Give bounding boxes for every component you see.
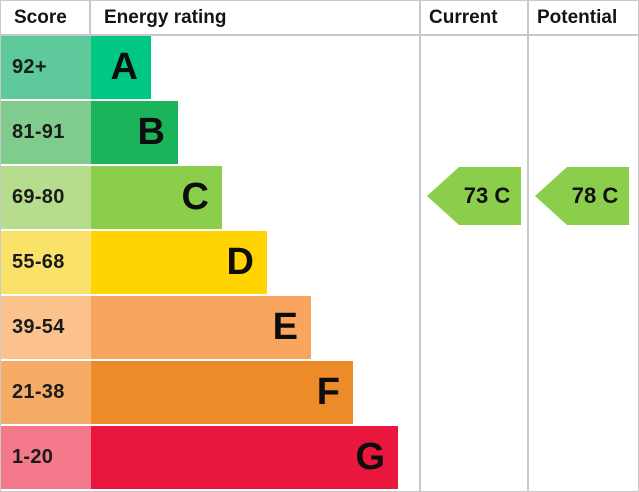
band-score-cell: 21-38 [1,361,91,426]
potential-rating-arrow: 78 C [535,167,629,225]
chart-header: Score Energy rating Current Potential [1,1,638,36]
band-row-d: 55-68 D [1,231,419,296]
header-score: Score [14,6,67,28]
band-row-g: 1-20 G [1,426,419,491]
band-bar: B [91,101,178,164]
band-score-cell: 81-91 [1,101,91,166]
band-bar: A [91,36,151,99]
band-row-e: 39-54 E [1,296,419,361]
header-potential: Potential [537,6,618,28]
band-score-cell: 55-68 [1,231,91,296]
band-score-cell: 69-80 [1,166,91,231]
band-bar: G [91,426,398,489]
band-row-a: 92+ A [1,36,419,101]
divider-potential-column [527,1,529,491]
band-bar: E [91,296,311,359]
header-energy-rating: Energy rating [104,6,227,28]
band-bar: C [91,166,222,229]
divider-current-column [419,1,421,491]
divider-score-rating [89,1,91,36]
band-score-cell: 92+ [1,36,91,101]
band-bar: F [91,361,353,424]
current-rating-arrow: 73 C [427,167,521,225]
rating-bands: 92+ A 81-91 B 69-80 C 55-68 D 39-54 E 21… [1,36,419,491]
band-bar: D [91,231,267,294]
header-current: Current [429,6,498,28]
band-score-cell: 1-20 [1,426,91,491]
band-row-c: 69-80 C [1,166,419,231]
band-row-f: 21-38 F [1,361,419,426]
band-score-cell: 39-54 [1,296,91,361]
band-row-b: 81-91 B [1,101,419,166]
